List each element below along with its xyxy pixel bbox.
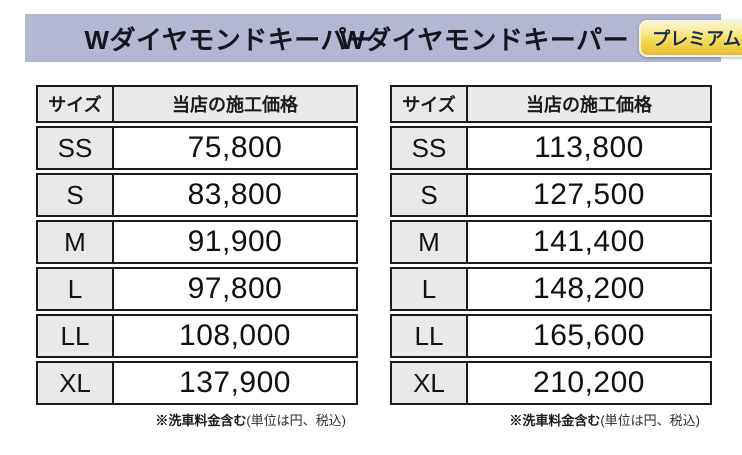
price-cell: 91,900 bbox=[114, 222, 356, 262]
header-band: Wダイヤモンドキーパー Wダイヤモンドキーパー プレミアム bbox=[25, 14, 742, 62]
price-cell: 127,500 bbox=[468, 175, 710, 215]
price-cell: 83,800 bbox=[114, 175, 356, 215]
size-cell: SS bbox=[38, 128, 114, 168]
size-column-header: サイズ bbox=[38, 87, 114, 121]
size-cell: LL bbox=[392, 316, 468, 356]
table-header-row: サイズ 当店の施工価格 bbox=[390, 85, 712, 123]
table-header-row: サイズ 当店の施工価格 bbox=[36, 85, 358, 123]
size-cell: M bbox=[38, 222, 114, 262]
table-row: M 91,900 bbox=[36, 220, 358, 264]
size-cell: L bbox=[38, 269, 114, 309]
footnote-regular-text: (単位は円、税込) bbox=[246, 413, 346, 428]
price-cell: 141,400 bbox=[468, 222, 710, 262]
premium-price-table-block: サイズ 当店の施工価格 SS 113,800 S 127,500 M 141,4… bbox=[390, 85, 712, 429]
footnote: ※洗車料金含む(単位は円、税込) bbox=[390, 410, 712, 429]
footnote-bold-text: ※洗車料金含む bbox=[155, 413, 247, 428]
price-cell: 165,600 bbox=[468, 316, 710, 356]
price-column-header: 当店の施工価格 bbox=[114, 87, 356, 121]
table-row: LL 108,000 bbox=[36, 314, 358, 358]
table-row: S 127,500 bbox=[390, 173, 712, 217]
price-cell: 148,200 bbox=[468, 269, 710, 309]
footnote-bold-text: ※洗車料金含む bbox=[509, 413, 601, 428]
tables-container: サイズ 当店の施工価格 SS 75,800 S 83,800 M 91,900 … bbox=[36, 85, 742, 429]
table-row: SS 75,800 bbox=[36, 126, 358, 170]
size-cell: XL bbox=[392, 363, 468, 403]
table-row: LL 165,600 bbox=[390, 314, 712, 358]
table-row: SS 113,800 bbox=[390, 126, 712, 170]
footnote-regular-text: (単位は円、税込) bbox=[600, 413, 700, 428]
size-cell: L bbox=[392, 269, 468, 309]
premium-price-table: サイズ 当店の施工価格 SS 113,800 S 127,500 M 141,4… bbox=[390, 85, 712, 405]
table-row: XL 137,900 bbox=[36, 361, 358, 405]
size-column-header: サイズ bbox=[392, 87, 468, 121]
table-row: S 83,800 bbox=[36, 173, 358, 217]
size-cell: S bbox=[38, 175, 114, 215]
standard-product-title: Wダイヤモンドキーパー bbox=[84, 24, 374, 55]
price-cell: 210,200 bbox=[468, 363, 710, 403]
table-row: L 97,800 bbox=[36, 267, 358, 311]
table-row: M 141,400 bbox=[390, 220, 712, 264]
price-cell: 108,000 bbox=[114, 316, 356, 356]
premium-product-title: Wダイヤモンドキーパー bbox=[340, 24, 630, 55]
size-cell: XL bbox=[38, 363, 114, 403]
price-column-header: 当店の施工価格 bbox=[468, 87, 710, 121]
size-cell: M bbox=[392, 222, 468, 262]
standard-price-table: サイズ 当店の施工価格 SS 75,800 S 83,800 M 91,900 … bbox=[36, 85, 358, 405]
size-cell: LL bbox=[38, 316, 114, 356]
standard-price-table-block: サイズ 当店の施工価格 SS 75,800 S 83,800 M 91,900 … bbox=[36, 85, 358, 429]
standard-title-section: Wダイヤモンドキーパー bbox=[25, 20, 374, 57]
premium-title-section: Wダイヤモンドキーパー プレミアム bbox=[340, 19, 742, 57]
table-row: XL 210,200 bbox=[390, 361, 712, 405]
price-cell: 97,800 bbox=[114, 269, 356, 309]
price-cell: 137,900 bbox=[114, 363, 356, 403]
table-row: L 148,200 bbox=[390, 267, 712, 311]
price-cell: 113,800 bbox=[468, 128, 710, 168]
size-cell: S bbox=[392, 175, 468, 215]
size-cell: SS bbox=[392, 128, 468, 168]
price-cell: 75,800 bbox=[114, 128, 356, 168]
footnote: ※洗車料金含む(単位は円、税込) bbox=[36, 410, 358, 429]
premium-badge: プレミアム bbox=[639, 19, 742, 57]
